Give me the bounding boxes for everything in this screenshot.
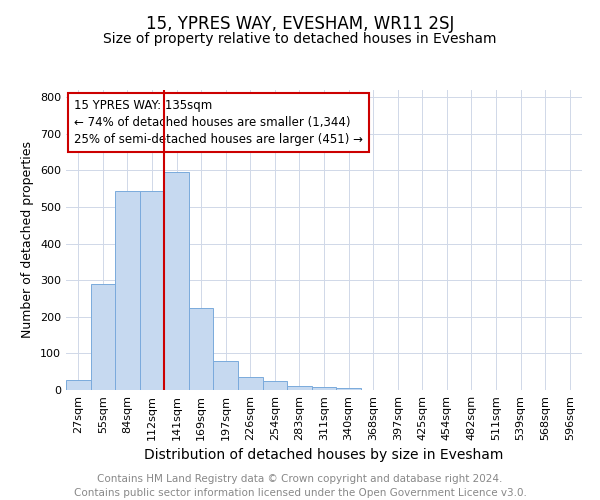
Bar [263,381,287,390]
Bar [140,190,164,390]
Bar [189,308,214,390]
Bar [115,190,140,390]
Bar [164,172,189,390]
Bar [91,284,115,390]
Bar [214,362,238,390]
Bar [336,388,361,390]
Bar [312,387,336,390]
Text: Contains HM Land Registry data © Crown copyright and database right 2024.
Contai: Contains HM Land Registry data © Crown c… [74,474,526,498]
X-axis label: Distribution of detached houses by size in Evesham: Distribution of detached houses by size … [145,448,503,462]
Text: 15 YPRES WAY: 135sqm
← 74% of detached houses are smaller (1,344)
25% of semi-de: 15 YPRES WAY: 135sqm ← 74% of detached h… [74,99,363,146]
Text: 15, YPRES WAY, EVESHAM, WR11 2SJ: 15, YPRES WAY, EVESHAM, WR11 2SJ [146,15,454,33]
Bar [66,380,91,390]
Text: Size of property relative to detached houses in Evesham: Size of property relative to detached ho… [103,32,497,46]
Y-axis label: Number of detached properties: Number of detached properties [22,142,34,338]
Bar [287,386,312,390]
Bar [238,377,263,390]
